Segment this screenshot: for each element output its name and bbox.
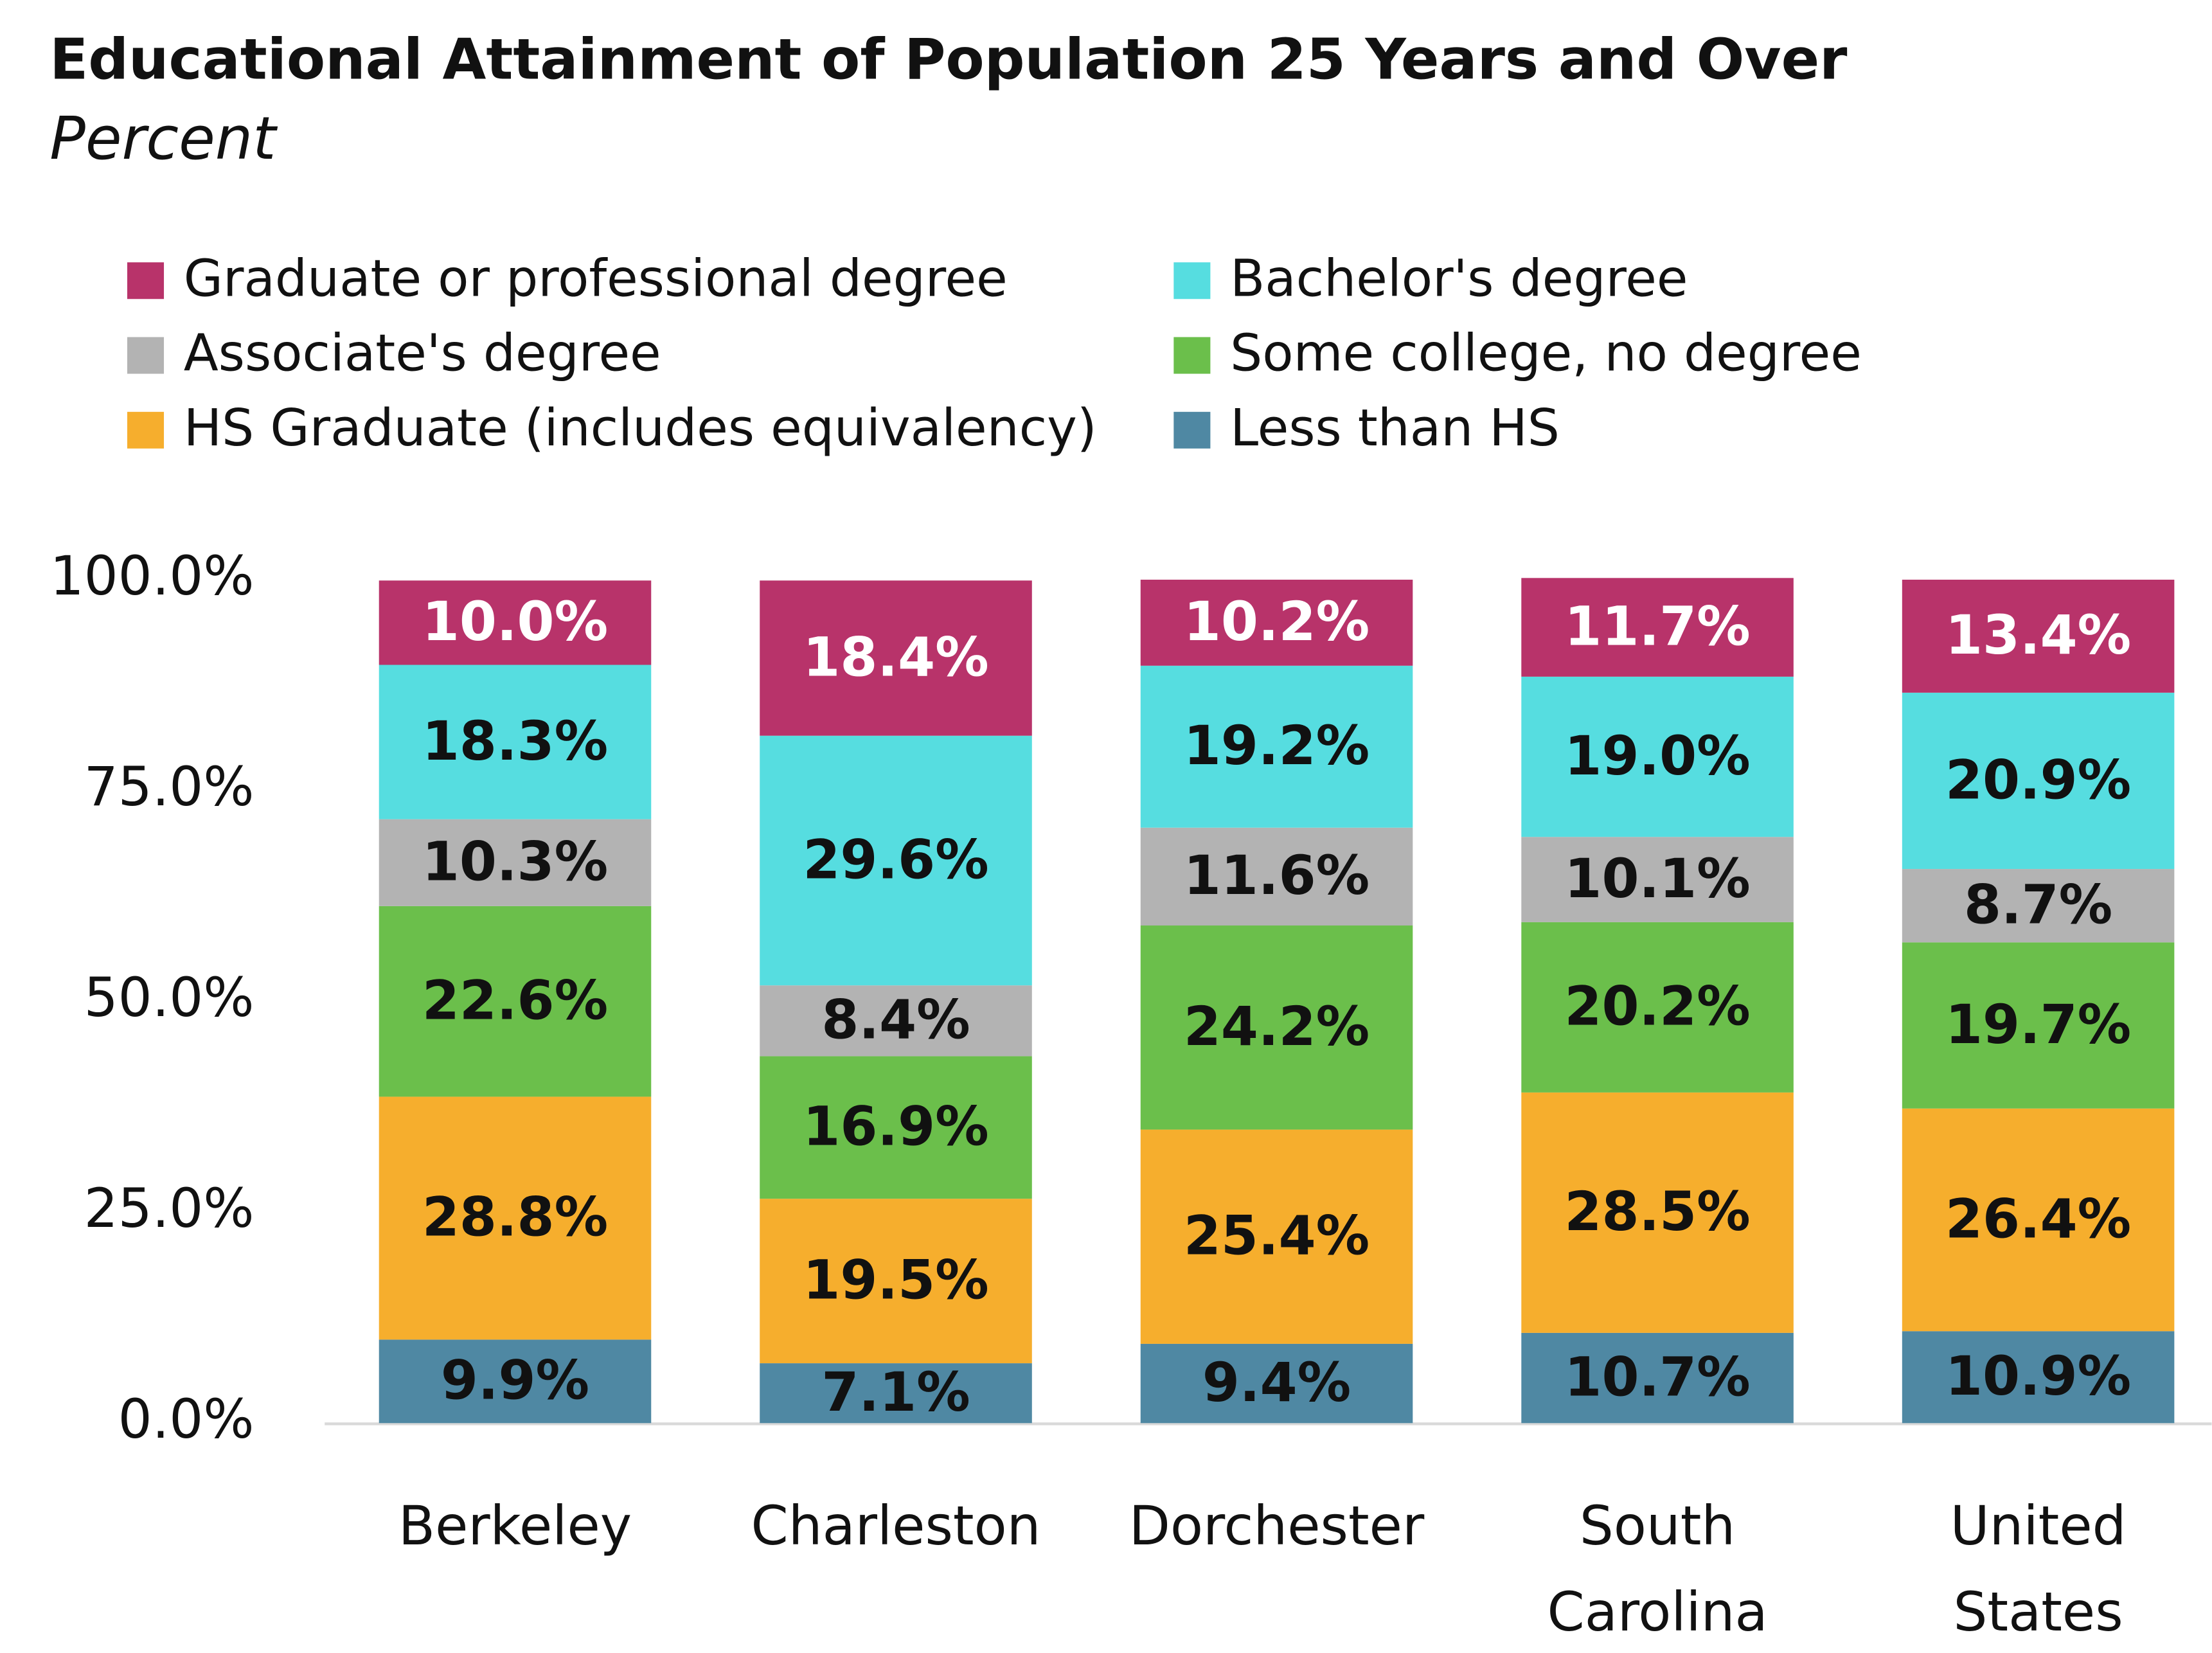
bar-segment [1521,837,1794,922]
bar-segment [760,1056,1032,1199]
data-label: 7.1% [821,1361,970,1424]
bar-segment [1140,579,1413,666]
data-label: 8.7% [1964,874,2112,936]
data-label: 9.9% [441,1350,589,1412]
bar-segment [379,1096,652,1340]
data-label: 19.7% [1945,994,2131,1056]
data-label: 28.5% [1564,1181,1750,1243]
bar-segment [760,985,1032,1057]
data-label: 10.1% [1564,848,1750,910]
data-label: 13.4% [1945,604,2131,666]
bar-segment [1902,942,2175,1109]
y-tick-label: 0.0% [118,1388,254,1451]
bar-segment [1521,1332,1794,1424]
data-label: 26.4% [1945,1188,2131,1250]
x-tick-label-box: Berkeley [398,1495,632,1557]
data-label: 16.9% [803,1096,988,1158]
data-label: 19.0% [1564,725,1750,787]
legend-label: Bachelor's degree [1230,249,1688,308]
legend-swatch [127,337,165,374]
x-tick-label: South Carolina [1547,1495,1768,1643]
data-label: 18.3% [422,710,608,773]
data-label: 28.8% [422,1186,608,1249]
legend-label: Some college, no degree [1230,324,1862,383]
bar-segment [1140,925,1413,1130]
data-label: 10.3% [422,831,608,893]
data-label: 24.2% [1184,996,1369,1058]
x-tick-label-box: South Carolina [1547,1495,1768,1643]
chart-title: Educational Attainment of Population 25 … [49,27,1848,93]
data-label: 11.6% [1184,844,1369,907]
x-tick-label: United States [1950,1495,2127,1643]
bar-segment [1902,869,2175,943]
legend-label: Associate's degree [184,324,661,383]
bar-segment [1521,1092,1794,1333]
bar-segment [379,819,652,906]
legend-swatch [1173,411,1211,449]
bar-segment [760,1199,1032,1364]
data-label: 10.0% [422,591,608,653]
legend-swatch [127,262,165,299]
data-label: 10.9% [1945,1345,2131,1407]
bar-segment [1902,1108,2175,1332]
data-label: 20.2% [1564,976,1750,1038]
x-tick-label: Berkeley [398,1495,632,1557]
chart-subtitle: Percent [49,103,278,173]
bar-segment [379,906,652,1097]
y-tick-label: 75.0% [84,756,254,818]
legend-label: Graduate or professional degree [184,249,1008,308]
x-tick-label: Charleston [751,1495,1041,1557]
data-label: 22.6% [422,969,608,1032]
bar-segment [1140,1343,1413,1424]
x-tick-label-box: Charleston [751,1495,1041,1557]
y-tick-label: 100.0% [50,545,254,607]
y-tick-label: 25.0% [84,1177,254,1240]
data-label: 29.6% [803,828,988,891]
data-label: 18.4% [803,626,988,688]
bar-segment [1902,1331,2175,1424]
legend-swatch [1173,262,1211,299]
bar-segment [760,735,1032,986]
legend-swatch [1173,337,1211,374]
legend-label: HS Graduate (includes equivalency) [184,398,1097,458]
bar-segment [1140,665,1413,828]
data-label: 19.2% [1184,715,1369,777]
bar-segment [760,580,1032,736]
data-label: 11.7% [1564,595,1750,657]
bar-segment [1521,922,1794,1093]
bar-segment [1140,1129,1413,1344]
legend-label: Less than HS [1230,398,1560,458]
data-label: 10.7% [1564,1346,1750,1408]
x-tick-label-box: Dorchester [1128,1495,1425,1557]
bar-segment [1140,827,1413,926]
bar-segment [760,1363,1032,1424]
data-label: 19.5% [803,1249,988,1312]
data-label: 20.9% [1945,749,2131,811]
bar-segment [379,665,652,819]
data-label: 10.2% [1184,591,1369,653]
y-tick-label: 50.0% [84,967,254,1029]
bar-segment [1521,578,1794,677]
bar-segment [379,1339,652,1424]
data-label: 25.4% [1184,1205,1369,1267]
bar-segment [1902,692,2175,870]
data-label: 9.4% [1202,1352,1351,1414]
legend-swatch [127,411,165,449]
data-label: 8.4% [821,989,970,1051]
x-tick-label-box: United States [1950,1495,2127,1643]
bar-segment [1902,579,2175,693]
x-tick-label: Dorchester [1128,1495,1425,1557]
bar-segment [379,580,652,665]
bar-segment [1521,676,1794,837]
